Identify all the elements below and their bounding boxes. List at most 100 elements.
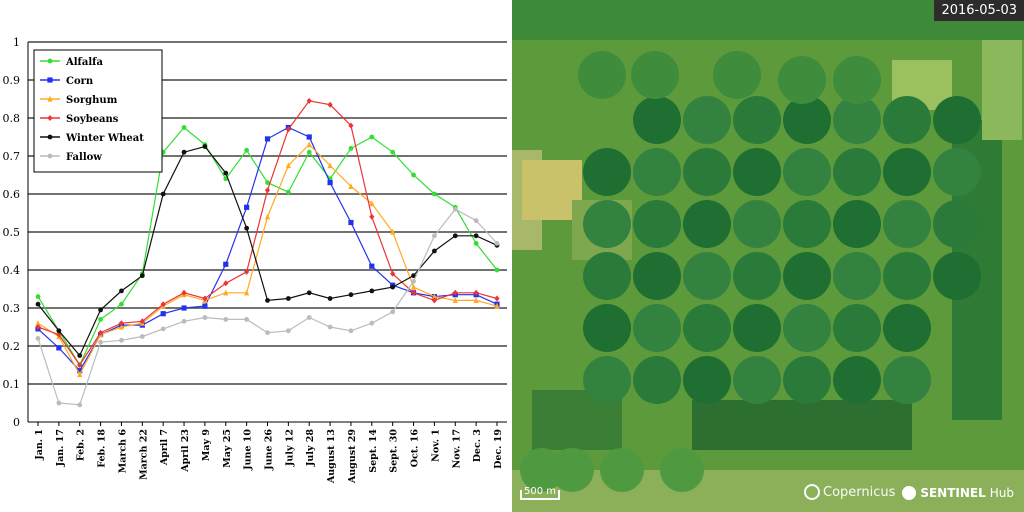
x-tick-label: Dec. 3 bbox=[472, 429, 483, 462]
center-pivot-field bbox=[783, 304, 831, 352]
center-pivot-field bbox=[683, 200, 731, 248]
y-tick-label: 1 bbox=[13, 36, 20, 49]
data-point bbox=[306, 290, 312, 296]
data-point bbox=[390, 284, 396, 290]
data-point bbox=[77, 362, 83, 368]
data-point bbox=[244, 225, 250, 231]
data-point bbox=[35, 324, 41, 330]
center-pivot-field bbox=[833, 148, 881, 196]
x-tick-label: Jan. 1 bbox=[34, 429, 45, 461]
x-tick-label: April 7 bbox=[159, 429, 170, 466]
data-point bbox=[390, 228, 396, 235]
center-pivot-field bbox=[683, 96, 731, 144]
center-pivot-field bbox=[733, 356, 781, 404]
legend-entry: Corn bbox=[66, 76, 94, 87]
y-tick-label: 0 bbox=[13, 416, 20, 429]
legend-entry: Alfalfa bbox=[65, 57, 103, 68]
data-point bbox=[494, 302, 500, 309]
center-pivot-field bbox=[733, 252, 781, 300]
data-point bbox=[223, 289, 229, 296]
data-point bbox=[119, 301, 124, 307]
y-tick-label: 0.5 bbox=[3, 226, 21, 239]
data-point bbox=[244, 268, 250, 275]
data-point bbox=[244, 317, 250, 322]
data-point bbox=[411, 279, 416, 284]
field-strip bbox=[692, 400, 912, 450]
center-pivot-field bbox=[783, 200, 831, 248]
data-point bbox=[306, 141, 312, 148]
data-point bbox=[139, 334, 145, 339]
x-tick-label: Jan. 17 bbox=[55, 429, 66, 467]
data-point bbox=[35, 320, 41, 326]
data-point bbox=[98, 317, 103, 322]
x-tick-label: Oct. 16 bbox=[410, 429, 421, 468]
x-tick-label: March 6 bbox=[117, 429, 128, 474]
data-point bbox=[264, 187, 271, 194]
center-pivot-field bbox=[633, 252, 681, 300]
series-line-sorghum bbox=[37, 143, 498, 376]
center-pivot-field bbox=[833, 96, 881, 144]
data-point bbox=[77, 371, 83, 378]
data-point bbox=[98, 339, 103, 345]
center-pivot-field bbox=[583, 148, 631, 196]
data-point bbox=[181, 289, 187, 296]
x-tick-label: June 26 bbox=[264, 429, 275, 471]
data-point bbox=[56, 328, 62, 334]
center-pivot-field bbox=[833, 252, 881, 300]
data-point bbox=[97, 329, 104, 336]
data-point bbox=[118, 323, 125, 330]
center-pivot-field bbox=[713, 51, 761, 99]
data-point bbox=[306, 315, 312, 320]
data-point bbox=[410, 283, 417, 290]
data-point bbox=[306, 134, 312, 140]
data-point bbox=[223, 261, 229, 267]
x-tick-label: April 23 bbox=[180, 429, 191, 473]
data-point bbox=[35, 294, 41, 299]
x-tick-label: August 29 bbox=[347, 429, 358, 484]
bare-soil-patch bbox=[512, 470, 1024, 512]
data-point bbox=[348, 146, 354, 151]
data-point bbox=[327, 324, 333, 330]
center-pivot-field bbox=[933, 200, 981, 248]
data-point bbox=[348, 328, 354, 334]
data-point bbox=[139, 273, 145, 279]
y-tick-label: 0.6 bbox=[3, 188, 21, 201]
x-tick-label: Sept. 30 bbox=[389, 429, 400, 473]
data-point bbox=[35, 336, 41, 341]
legend-swatch-marker bbox=[47, 77, 53, 83]
data-point bbox=[77, 402, 83, 408]
data-point bbox=[160, 311, 166, 317]
data-point bbox=[473, 297, 479, 303]
center-pivot-field bbox=[783, 252, 831, 300]
center-pivot-field bbox=[583, 356, 631, 404]
data-point bbox=[119, 337, 124, 343]
ndvi-chart-panel: 0 0.1 0.2 0.3 0.4 0.5 0.6 0.7 0.8 0.9 1 Jan. 1 Jan. … bbox=[2, 36, 507, 485]
legend-entry: Soybeans bbox=[66, 114, 119, 125]
legend-entry: Winter Wheat bbox=[65, 133, 144, 144]
data-point bbox=[348, 183, 354, 189]
legend-box bbox=[33, 49, 163, 173]
data-point bbox=[244, 147, 250, 153]
legend-swatch-marker bbox=[47, 153, 53, 159]
data-point bbox=[432, 233, 437, 239]
data-point bbox=[244, 289, 250, 296]
data-point bbox=[369, 213, 375, 220]
data-point bbox=[265, 180, 270, 186]
center-pivot-field bbox=[683, 252, 731, 300]
center-pivot-field bbox=[783, 96, 831, 144]
data-point bbox=[119, 288, 124, 294]
center-pivot-field bbox=[783, 148, 831, 196]
field-patch bbox=[982, 40, 1022, 140]
y-tick-label: 0.1 bbox=[3, 378, 21, 391]
data-point bbox=[369, 200, 375, 207]
copernicus-logo-text: Copernicus bbox=[823, 484, 896, 500]
data-point bbox=[473, 233, 479, 239]
x-tick-label: Dec. 19 bbox=[493, 429, 504, 469]
data-point bbox=[369, 320, 375, 326]
x-tick-label: May 9 bbox=[201, 429, 212, 461]
center-pivot-field bbox=[683, 356, 731, 404]
center-pivot-field bbox=[933, 252, 981, 300]
center-pivot-field bbox=[883, 304, 931, 352]
data-point bbox=[327, 162, 333, 169]
data-point bbox=[118, 320, 125, 327]
